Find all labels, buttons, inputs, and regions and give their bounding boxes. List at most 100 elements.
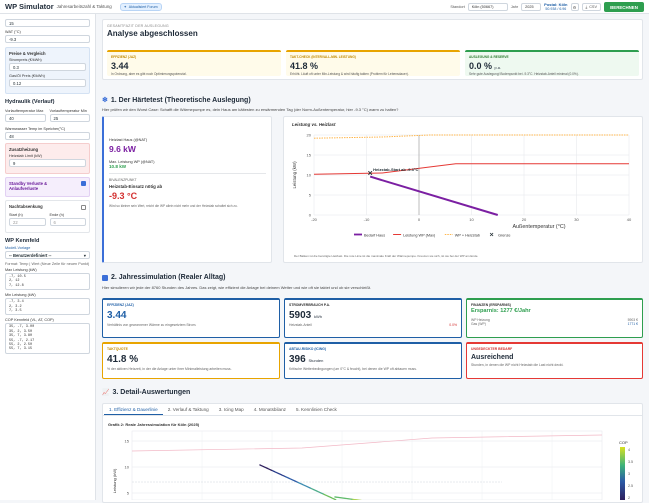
series-line-0	[370, 177, 498, 215]
card-ungedeckt: UNGEDECKTER BEDARF Ausreichend Stunden, …	[466, 342, 643, 379]
legend-label-0: Bedarf Haus	[364, 233, 385, 237]
y-tick-label: 10	[307, 173, 312, 178]
strom-label: Strompreis (€/kWh)	[9, 58, 86, 62]
standort-label: Standort	[450, 5, 464, 9]
kpi-takt: TAKT-CHECK (INTERVALL-MIN. LEISTUNG) 41.…	[286, 50, 460, 76]
heizlast-value: 9.6 kW	[109, 144, 266, 154]
vl-max-input[interactable]: 40	[5, 114, 46, 122]
calendar-icon	[102, 275, 108, 281]
kpi-takt-value: 41.8 %	[290, 61, 456, 71]
gas-input[interactable]: 0.12	[9, 79, 86, 87]
modell-select[interactable]: -- Benutzerdefiniert --▾	[5, 251, 90, 259]
section1-info: Heizlast Haus (@NAT) 9.6 kW Max. Leistun…	[102, 116, 272, 263]
vl-min-input[interactable]: 25	[50, 114, 91, 122]
bivalenz-value: -9.3 °C	[109, 191, 266, 201]
y-axis-label: Leistung (kW)	[112, 468, 117, 493]
kpi-efficiency: EFFIZIENZ (JAZ) 3.44 In Ordnung, aber es…	[107, 50, 281, 76]
kpi-reserve-value: 0.0 % p.a.	[469, 61, 635, 71]
tab-icing[interactable]: 3. Icing Map	[214, 405, 249, 415]
cop-textarea[interactable]: 35, -7, 3.00 35, 2, 3.50 35, 7, 3.80 55,…	[5, 323, 90, 353]
standby-checkbox[interactable]	[81, 181, 86, 186]
min-label: Min Leistung (kW)	[5, 293, 90, 297]
max-wp-value: 10.8 kW	[109, 164, 266, 169]
cop-label: COP Kennfeld (VL, AT, COP)	[5, 318, 90, 322]
y-axis-label: Leistung (kW)	[292, 161, 297, 189]
jahr-select[interactable]: 2025	[521, 3, 541, 11]
cop-tick: 3	[628, 472, 630, 476]
legend-marker	[490, 233, 493, 236]
standby-box: Standby Verluste & Anlaufverluste	[5, 177, 90, 197]
ende-input[interactable]: 6	[50, 218, 87, 226]
tab-verlauf[interactable]: 2. Verlauf & Taktung	[163, 405, 214, 415]
chart-note: Der Balken ist die benötigte Heizlast. D…	[294, 254, 478, 258]
plot-area	[132, 431, 602, 500]
x-tick-label: -10	[364, 217, 371, 222]
location-info: Postal: Köln 50.938 / 6.96	[544, 3, 567, 11]
section2-desc: Hier simulieren wir jede der 8760 Stunde…	[102, 285, 643, 290]
app-subtitle: Jahresarbeitszahl & Taktung	[57, 4, 112, 9]
start-input[interactable]: 22	[9, 218, 46, 226]
forum-badge[interactable]: ✦ Aktualisiert Forum	[120, 3, 162, 11]
cop-tick: 3.5	[628, 460, 633, 464]
card-icing: ABTAU-RISIKO (ICING) 396 Stunden Kritisc…	[284, 342, 462, 379]
chart-annotation: Heizstab-Start ab -9.3°C	[373, 167, 418, 172]
ende-label: Ende (h)	[50, 213, 87, 217]
cop-colorbar	[620, 447, 625, 500]
bivalenz-label: BIVALENZPUNKT	[109, 178, 266, 182]
tab-effizienz[interactable]: 1. Effizienz & Dauerlinie	[104, 405, 163, 415]
nacht-checkbox[interactable]	[81, 205, 86, 210]
card-takt: TAKTQUOTE 41.8 % % der aktiven Heizzeit,…	[102, 342, 280, 379]
zusatz-title: Zusatzheizung	[9, 147, 86, 152]
jahr-label: Jahr	[511, 5, 518, 9]
vl-max-label: Vorlauftemperatur Max	[5, 109, 46, 113]
card-ungedeckt-value: Ausreichend	[471, 354, 638, 361]
settings-button[interactable]: ⚙	[571, 3, 579, 11]
wat-label: WAT (°C)	[5, 30, 90, 34]
start-label: Start (h)	[9, 213, 46, 217]
detail-tabs: 1. Effizienz & Dauerlinie 2. Verlauf & T…	[104, 405, 342, 415]
format-hint: Format: Temp | Wert (Neue Zeile für neue…	[5, 262, 90, 266]
card-takt-value: 41.8 %	[107, 354, 275, 365]
cop-label: COP	[619, 440, 628, 445]
tab-monatsbilanz[interactable]: 4. Monatsbilanz	[249, 405, 291, 415]
y-tick-label: 15	[307, 153, 312, 158]
y-tick-label: 5	[309, 193, 312, 198]
section1-desc: Hier prüfen wir den Worst Case: Schafft …	[102, 107, 643, 112]
standort-select[interactable]: Köln (50667)	[468, 3, 508, 11]
heizstab-input[interactable]: 9	[9, 159, 86, 167]
summary-title: Analyse abgeschlossen	[107, 29, 638, 38]
card-jaz: EFFIZIENZ (JAZ) 3.44 Verhältnis von gewo…	[102, 298, 280, 338]
legend-label-2: WP + Heizstab	[455, 233, 480, 237]
snowflake-icon: ❄	[102, 96, 108, 104]
price-title: Preise & Vergleich	[9, 51, 86, 56]
wat-input[interactable]: -9.3	[5, 35, 90, 43]
wp-title: WP Kennfeld	[5, 238, 90, 244]
min-textarea[interactable]: -7, 3.4 2, 3.2 7, 3.5	[5, 298, 90, 315]
hydraulik-title: Hydraulik (Verlauf)	[5, 99, 90, 105]
x-tick-label: 10	[469, 217, 474, 222]
card-strom-value: 5903 kWh	[289, 310, 457, 321]
ww-input[interactable]: 48	[5, 132, 90, 140]
section1-title: ❄ 1. Der Härtetest (Theoretische Auslegu…	[102, 96, 251, 104]
heizlast-label: Heizlast Haus (@NAT)	[109, 138, 266, 142]
toolbar-right: Standort Köln (50667) Jahr 2025 Postal: …	[450, 2, 644, 12]
max-textarea[interactable]: -7, 10.5 2, 12 7, 12.8	[5, 273, 90, 290]
bivalenz-note: Wird so kleiner sein Wert, reicht die WP…	[109, 204, 259, 208]
csv-button[interactable]: ⤓CSV	[582, 3, 602, 11]
cop-tick: 4	[628, 448, 630, 452]
x-tick-label: 0	[418, 217, 421, 222]
chart-title: Leistung vs. Heizlast	[292, 122, 336, 127]
card-strom: STROMVERBRAUCH P.A. 5903 kWh Heizstab-An…	[284, 298, 462, 338]
modell-label: Modell-Vorlage	[5, 246, 90, 250]
top-input[interactable]: 15	[5, 19, 90, 27]
max-label: Max Leistung (kW)	[5, 268, 90, 272]
tab-kennlinien[interactable]: 5. Kennlinien Check	[291, 405, 342, 415]
card-icing-value: 396 Stunden	[289, 354, 457, 365]
ww-label: Warmwasser Temp im Speicher(°C)	[5, 127, 90, 131]
vl-min-label: Vorlauftemperatur Min	[50, 109, 91, 113]
calculate-button[interactable]: BERECHNEN	[604, 2, 644, 12]
kpi-reserve: AUSLEGUNG & RESERVE 0.0 % p.a. Sehr gute…	[465, 50, 639, 76]
strom-input[interactable]: 0.3	[9, 63, 86, 71]
y-tick-label: 20	[307, 133, 312, 138]
x-tick-label: 30	[574, 217, 579, 222]
